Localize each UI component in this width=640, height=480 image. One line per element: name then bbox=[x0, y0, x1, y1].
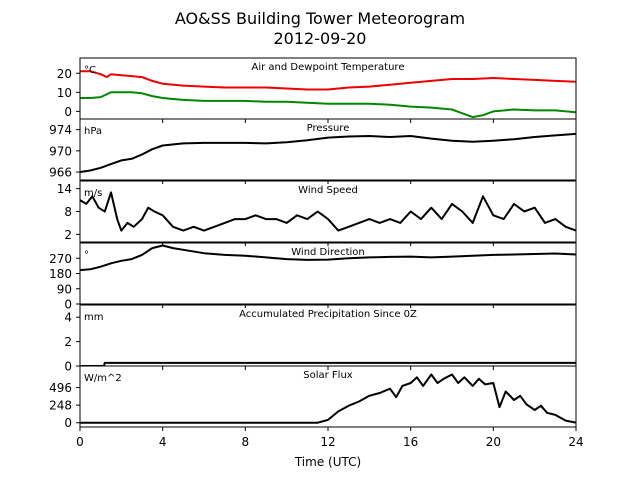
panel-title: Wind Direction bbox=[291, 247, 365, 258]
series-line-1 bbox=[80, 244, 576, 272]
x-tick-label: 12 bbox=[320, 435, 335, 449]
x-tick-label: 24 bbox=[568, 435, 583, 449]
panel-title: Wind Speed bbox=[298, 185, 358, 196]
y-tick-label: 0 bbox=[64, 105, 72, 119]
panel-2: 966 970 974 Pressure hPa bbox=[49, 118, 577, 184]
x-axis: 0 4 8 12 16 20 24 bbox=[76, 435, 583, 449]
unit-label: m/s bbox=[84, 188, 102, 199]
y-tick-label: 4 bbox=[64, 311, 72, 325]
series-line-1 bbox=[80, 373, 576, 424]
x-tick-label: 0 bbox=[76, 435, 84, 449]
series-line-1 bbox=[80, 191, 576, 232]
y-tick-label: 90 bbox=[57, 282, 72, 296]
panel-title: Solar Flux bbox=[303, 370, 353, 381]
panel-1: 0 10 20 Air and Dewpoint Temperature °C bbox=[57, 57, 577, 123]
y-tick-label: 270 bbox=[49, 252, 72, 266]
series-line-1 bbox=[80, 70, 576, 91]
y-tick-label: 20 bbox=[57, 67, 72, 81]
panel-title: Pressure bbox=[307, 123, 350, 134]
series-line-2 bbox=[80, 91, 576, 119]
panel-3: 2 8 14 Wind Speed m/s bbox=[57, 180, 577, 246]
series-line-1 bbox=[80, 132, 576, 173]
panel-title: Air and Dewpoint Temperature bbox=[252, 62, 405, 73]
y-tick-label: 974 bbox=[49, 123, 72, 137]
y-tick-label: 496 bbox=[49, 381, 72, 395]
series-line-1 bbox=[80, 361, 576, 366]
panel-5: 0 2 4 Accumulated Precipitation Since 0Z mm bbox=[64, 304, 577, 374]
unit-label: ° bbox=[84, 250, 89, 261]
figure-subtitle-date: 2012-09-20 bbox=[274, 29, 367, 48]
y-tick-label: 0 bbox=[64, 298, 72, 312]
x-tick-label: 8 bbox=[242, 435, 250, 449]
unit-label: mm bbox=[84, 312, 103, 323]
y-tick-label: 14 bbox=[57, 182, 72, 196]
y-tick-label: 10 bbox=[57, 86, 72, 100]
x-tick-label: 20 bbox=[486, 435, 501, 449]
y-tick-label: 8 bbox=[64, 205, 72, 219]
y-tick-label: 248 bbox=[49, 399, 72, 413]
x-tick-label: 16 bbox=[403, 435, 418, 449]
y-tick-label: 2 bbox=[64, 228, 72, 242]
figure-title: AO&SS Building Tower Meteorogram bbox=[175, 9, 465, 28]
y-tick-label: 180 bbox=[49, 267, 72, 281]
y-tick-label: 970 bbox=[49, 144, 72, 158]
y-tick-label: 0 bbox=[64, 360, 72, 374]
y-tick-label: 2 bbox=[64, 335, 72, 349]
unit-label: hPa bbox=[84, 126, 102, 137]
x-axis-label: Time (UTC) bbox=[294, 455, 361, 469]
y-tick-label: 0 bbox=[64, 416, 72, 430]
unit-label: °C bbox=[84, 65, 96, 76]
y-tick-label: 966 bbox=[49, 166, 72, 180]
unit-label: W/m^2 bbox=[84, 373, 122, 384]
panel-title: Accumulated Precipitation Since 0Z bbox=[239, 309, 417, 320]
panel-6: 0 248 496 Solar Flux W/m^2 bbox=[49, 365, 577, 431]
x-tick-label: 4 bbox=[159, 435, 167, 449]
